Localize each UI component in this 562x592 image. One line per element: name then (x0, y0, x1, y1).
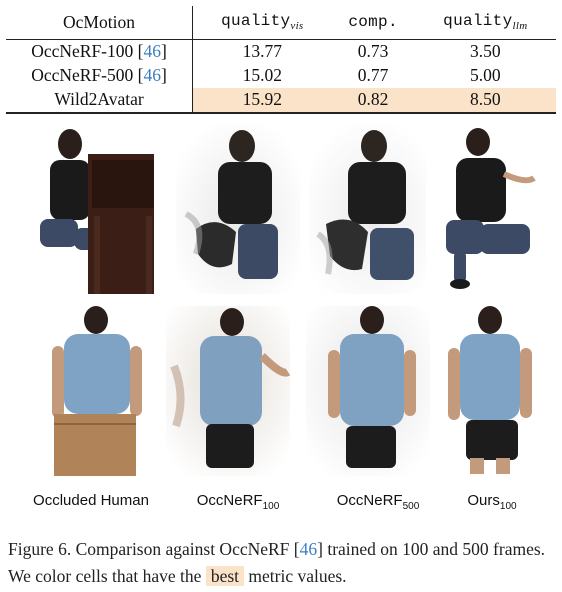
image-ours-standing (430, 306, 554, 476)
results-table: OcMotion qualityvis comp. qualityllm Occ… (6, 6, 556, 114)
cell-quality-vis: 13.77 (242, 41, 282, 61)
label-ours: Ours100 (467, 492, 517, 512)
table-row: Wild2Avatar 15.92 0.82 8.50 (6, 87, 556, 114)
image-occnerf500-standing (306, 306, 430, 476)
image-occnerf100-kneeling (176, 124, 300, 294)
method-name: OccNeRF-100 [46] (6, 39, 193, 64)
header-quality-vis: qualityvis (192, 6, 332, 40)
method-name: Wild2Avatar (6, 87, 193, 114)
label-occnerf500: OccNeRF500 (336, 492, 420, 512)
image-occluded-standing (30, 306, 154, 476)
image-occluded-kneeling (30, 124, 154, 294)
cell-quality-llm: 5.00 (470, 65, 501, 85)
figure-row-kneeling (30, 124, 550, 294)
image-occnerf500-kneeling (310, 124, 434, 294)
cell-comp: 0.73 (357, 41, 389, 61)
image-occnerf100-standing (166, 306, 290, 476)
caption-citation-link[interactable]: 46 (299, 539, 318, 559)
table-header-row: OcMotion qualityvis comp. qualityllm (6, 6, 556, 40)
cell-quality-llm-best: 8.50 (414, 87, 556, 114)
cell-quality-vis-best: 15.92 (192, 87, 332, 114)
header-completeness: comp. (331, 6, 415, 40)
label-occluded-human: Occluded Human (33, 492, 149, 509)
cell-comp: 0.77 (357, 65, 389, 85)
table-row: OccNeRF-100 [46] 13.77 0.73 3.50 (6, 39, 556, 64)
header-ocmotion: OcMotion (6, 6, 193, 40)
figure-caption: Figure 6. Comparison against OccNeRF [46… (8, 539, 546, 586)
label-occnerf100: OccNeRF100 (196, 492, 280, 512)
figure-row-standing (30, 306, 554, 476)
cell-quality-vis: 15.02 (242, 65, 282, 85)
best-highlight-swatch: best (205, 566, 245, 586)
figure-column-labels: Occluded Human OccNeRF100 OccNeRF500 Our… (0, 492, 562, 516)
image-ours-kneeling (426, 124, 550, 294)
method-name: OccNeRF-500 [46] (6, 63, 193, 88)
header-quality-llm: qualityllm (414, 6, 556, 40)
table-row: OccNeRF-500 [46] 15.02 0.77 5.00 (6, 63, 556, 88)
cell-comp-best: 0.82 (331, 87, 415, 114)
citation-link[interactable]: 46 (143, 65, 161, 85)
cell-quality-llm: 3.50 (470, 41, 501, 61)
citation-link[interactable]: 46 (143, 41, 161, 61)
